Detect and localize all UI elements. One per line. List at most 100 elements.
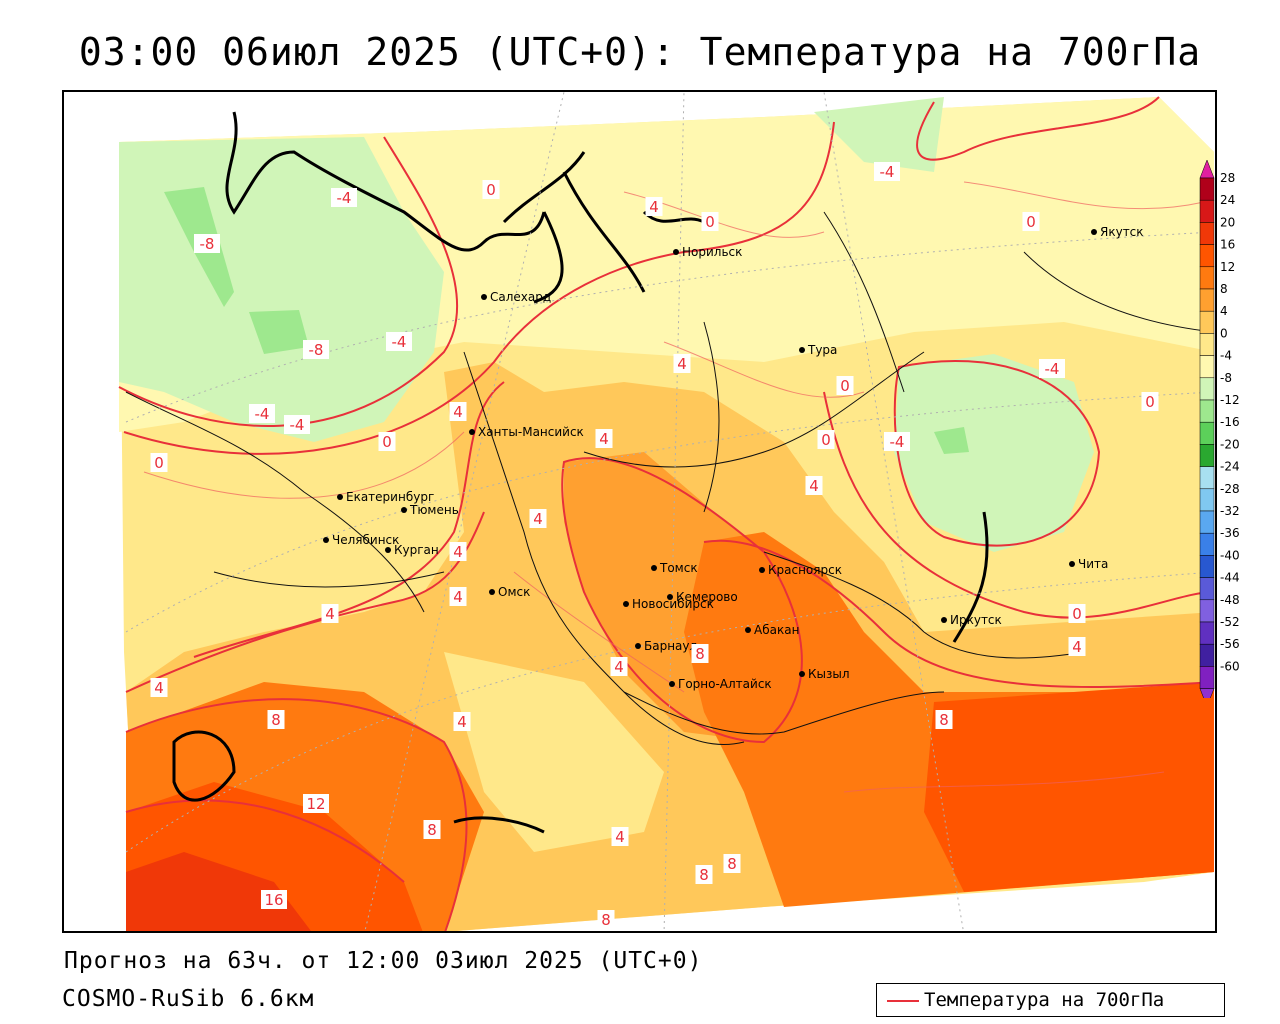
city-marker (667, 594, 673, 600)
isotherm-label-bg (673, 354, 691, 373)
colorbar-bottom-arrow (1199, 688, 1215, 698)
colorbar-level-label: -40 (1220, 548, 1240, 562)
colorbar-level-label: -16 (1220, 415, 1240, 429)
isotherm-label: 0 (1026, 213, 1036, 231)
isotherm-label-bg (249, 404, 275, 423)
isotherm-label: 8 (699, 866, 709, 884)
isotherm-label-bg (449, 542, 467, 561)
isotherm-label: 4 (809, 477, 819, 495)
coastlines (172, 111, 989, 834)
isotherm-label-bg (691, 644, 709, 663)
isotherm-label: 0 (840, 377, 850, 395)
colorbar-level-label: -4 (1220, 349, 1232, 363)
isotherm-label-bg (874, 162, 900, 181)
isotherm-label-bg (597, 910, 615, 929)
isotherm-label: 0 (382, 433, 392, 451)
isotherm-label-bg (482, 180, 500, 199)
temperature-fill (119, 97, 1214, 931)
colorbar: 28 24 20 16 12 8 4 0 -4 -8 -12 -16 -20 -24 -28 -32 -36 -4… (1199, 159, 1240, 698)
colorbar-swatch (1199, 444, 1215, 467)
legend-line-swatch (887, 1000, 919, 1002)
city-label: Тюмень (409, 503, 459, 517)
colorbar-swatch (1199, 577, 1215, 601)
colorbar-level-label: -20 (1220, 437, 1240, 451)
colorbar-top-arrow (1199, 159, 1215, 179)
isotherm-label: 16 (264, 891, 283, 909)
isotherm-label: 4 (453, 588, 463, 606)
city-label: Омск (498, 585, 530, 599)
isotherm-label: 0 (154, 454, 164, 472)
isotherm-label-layer: -8 -8 -4 -4 -4 -4 -4 -4 -4 0 0 0 0 0 0 0 0 0 4 4 4 4 4 4 4 4 4 4 4 4 4… (150, 162, 1159, 929)
isotherm-label: -4 (1045, 360, 1060, 378)
isotherm-lines (118, 96, 1215, 931)
city-marker (673, 249, 679, 255)
colorbar-level-label: -32 (1220, 504, 1240, 518)
city-marker (1069, 561, 1075, 567)
city-label: Курган (394, 543, 439, 557)
colorbar-swatch (1199, 244, 1215, 268)
city-label: Екатеринбург (346, 490, 434, 504)
isotherm-label-bg (1022, 212, 1040, 231)
colorbar-level-label: -28 (1220, 482, 1240, 496)
city-marker (323, 537, 329, 543)
colorbar-level-label: 28 (1220, 171, 1235, 185)
city-label: Чита (1078, 557, 1108, 571)
isotherm-label-bg (884, 432, 910, 451)
colorbar-level-label: -36 (1220, 526, 1240, 540)
city-marker (745, 627, 751, 633)
isotherm-label: -4 (255, 405, 270, 423)
isotherm-label-bg (1068, 604, 1086, 623)
map-title: 03:00 06июл 2025 (UTC+0): Температура на… (78, 30, 1202, 74)
city-label: Новосибирск (632, 597, 714, 611)
colorbar-swatch (1199, 532, 1215, 556)
colorbar-swatch (1199, 333, 1215, 356)
colorbar-swatch (1199, 599, 1215, 623)
isotherm-label-bg (449, 587, 467, 606)
isotherm-label-bg (836, 376, 854, 395)
colorbar-level-label: -8 (1220, 371, 1232, 385)
isotherm-label: 0 (1072, 605, 1082, 623)
isotherm-label: -4 (880, 163, 895, 181)
city-marker (489, 589, 495, 595)
isotherm-label-bg (610, 657, 628, 676)
isotherm-label-bg (331, 188, 357, 207)
isotherm-label: 4 (453, 403, 463, 421)
isotherm-label-bg (386, 332, 412, 351)
isotherm-label: 8 (695, 645, 705, 663)
isotherm-label-bg (595, 429, 613, 448)
isotherm-label-bg (1068, 637, 1086, 656)
isotherm-label-bg (701, 212, 719, 231)
city-marker (635, 643, 641, 649)
isotherm-thin-lines (143, 181, 1205, 793)
legend-label: Температура на 700гПа (924, 989, 1165, 1011)
city-marker (481, 294, 487, 300)
isotherm-label: 4 (614, 658, 624, 676)
isotherm-label: -4 (337, 189, 352, 207)
isotherm-label-bg (423, 820, 441, 839)
isotherm-label: 4 (649, 198, 659, 216)
city-label: Салехард (490, 290, 551, 304)
colorbar-swatch (1199, 177, 1215, 201)
city-label: Якутск (1100, 225, 1144, 239)
city-marker (337, 494, 343, 500)
isotherm-label: 4 (677, 355, 687, 373)
colorbar-level-label: -52 (1220, 615, 1240, 629)
colorbar-swatch (1199, 377, 1215, 401)
isotherm-label-bg (261, 890, 287, 909)
isotherm-label: -4 (890, 433, 905, 451)
city-marker (1091, 229, 1097, 235)
isotherm-label-bg (321, 604, 339, 623)
isotherm-label-bg (817, 430, 835, 449)
city-label: Томск (659, 561, 698, 575)
colorbar-level-label: 24 (1220, 193, 1235, 207)
isotherm-label: 8 (939, 711, 949, 729)
city-marker (651, 565, 657, 571)
isotherm-label: 12 (306, 795, 325, 813)
isotherm-label: -4 (290, 416, 305, 434)
isotherm-label: 8 (271, 711, 281, 729)
city-label: Тура (807, 343, 837, 357)
city-layer: Норильск Якутск Салехард Тура Ханты-Мансийск… (323, 225, 1144, 691)
colorbar-swatch (1199, 199, 1215, 223)
colorbar-swatch (1199, 643, 1215, 667)
colorbar-swatch (1199, 555, 1215, 578)
